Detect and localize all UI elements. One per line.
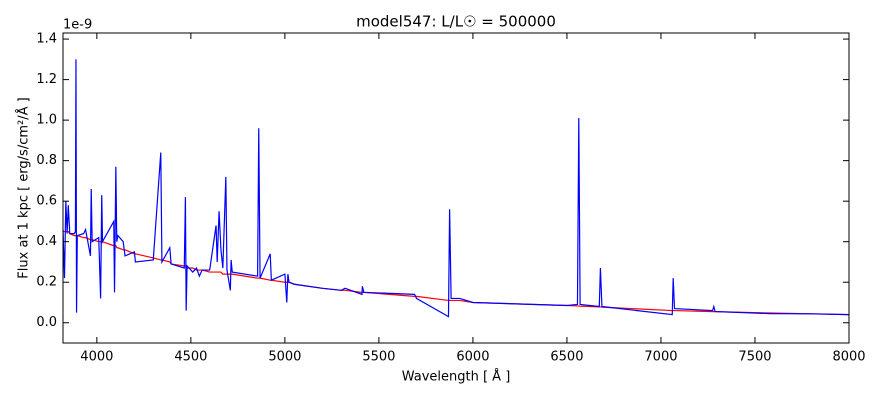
y-tick-label: 1.4 (36, 32, 57, 47)
x-tick-label: 8000 (832, 350, 865, 365)
y-tick-label: 0.4 (36, 234, 57, 249)
x-tick-label: 6500 (550, 350, 583, 365)
y-tick-label: 0.2 (36, 275, 57, 290)
x-axis-label: Wavelength [ Å ] (402, 369, 511, 385)
y-tick-label: 1.2 (36, 72, 57, 87)
x-tick-label: 5000 (268, 350, 301, 365)
chart-title: model547: L/L☉ = 500000 (356, 13, 556, 31)
spectrum-line (62, 59, 850, 318)
y-tick-label: 1.0 (36, 113, 57, 128)
x-tick-label: 5500 (362, 350, 395, 365)
x-tick-label: 7500 (738, 350, 771, 365)
y-offset-label: 1e-9 (63, 18, 92, 33)
plot-frame (62, 32, 850, 344)
x-tick-label: 4500 (174, 350, 207, 365)
spectrum-line (63, 230, 850, 316)
x-tick-label: 7000 (644, 350, 677, 365)
y-tick-label: 0.8 (36, 153, 57, 168)
y-tick-label: 0.6 (36, 194, 57, 209)
x-tick-label: 6000 (456, 350, 489, 365)
y-axis-label: Flux at 1 kpc [ erg/s/cm²/Å ] (16, 97, 32, 278)
y-tick-label: 0.0 (36, 315, 57, 330)
x-tick-label: 4000 (80, 350, 113, 365)
